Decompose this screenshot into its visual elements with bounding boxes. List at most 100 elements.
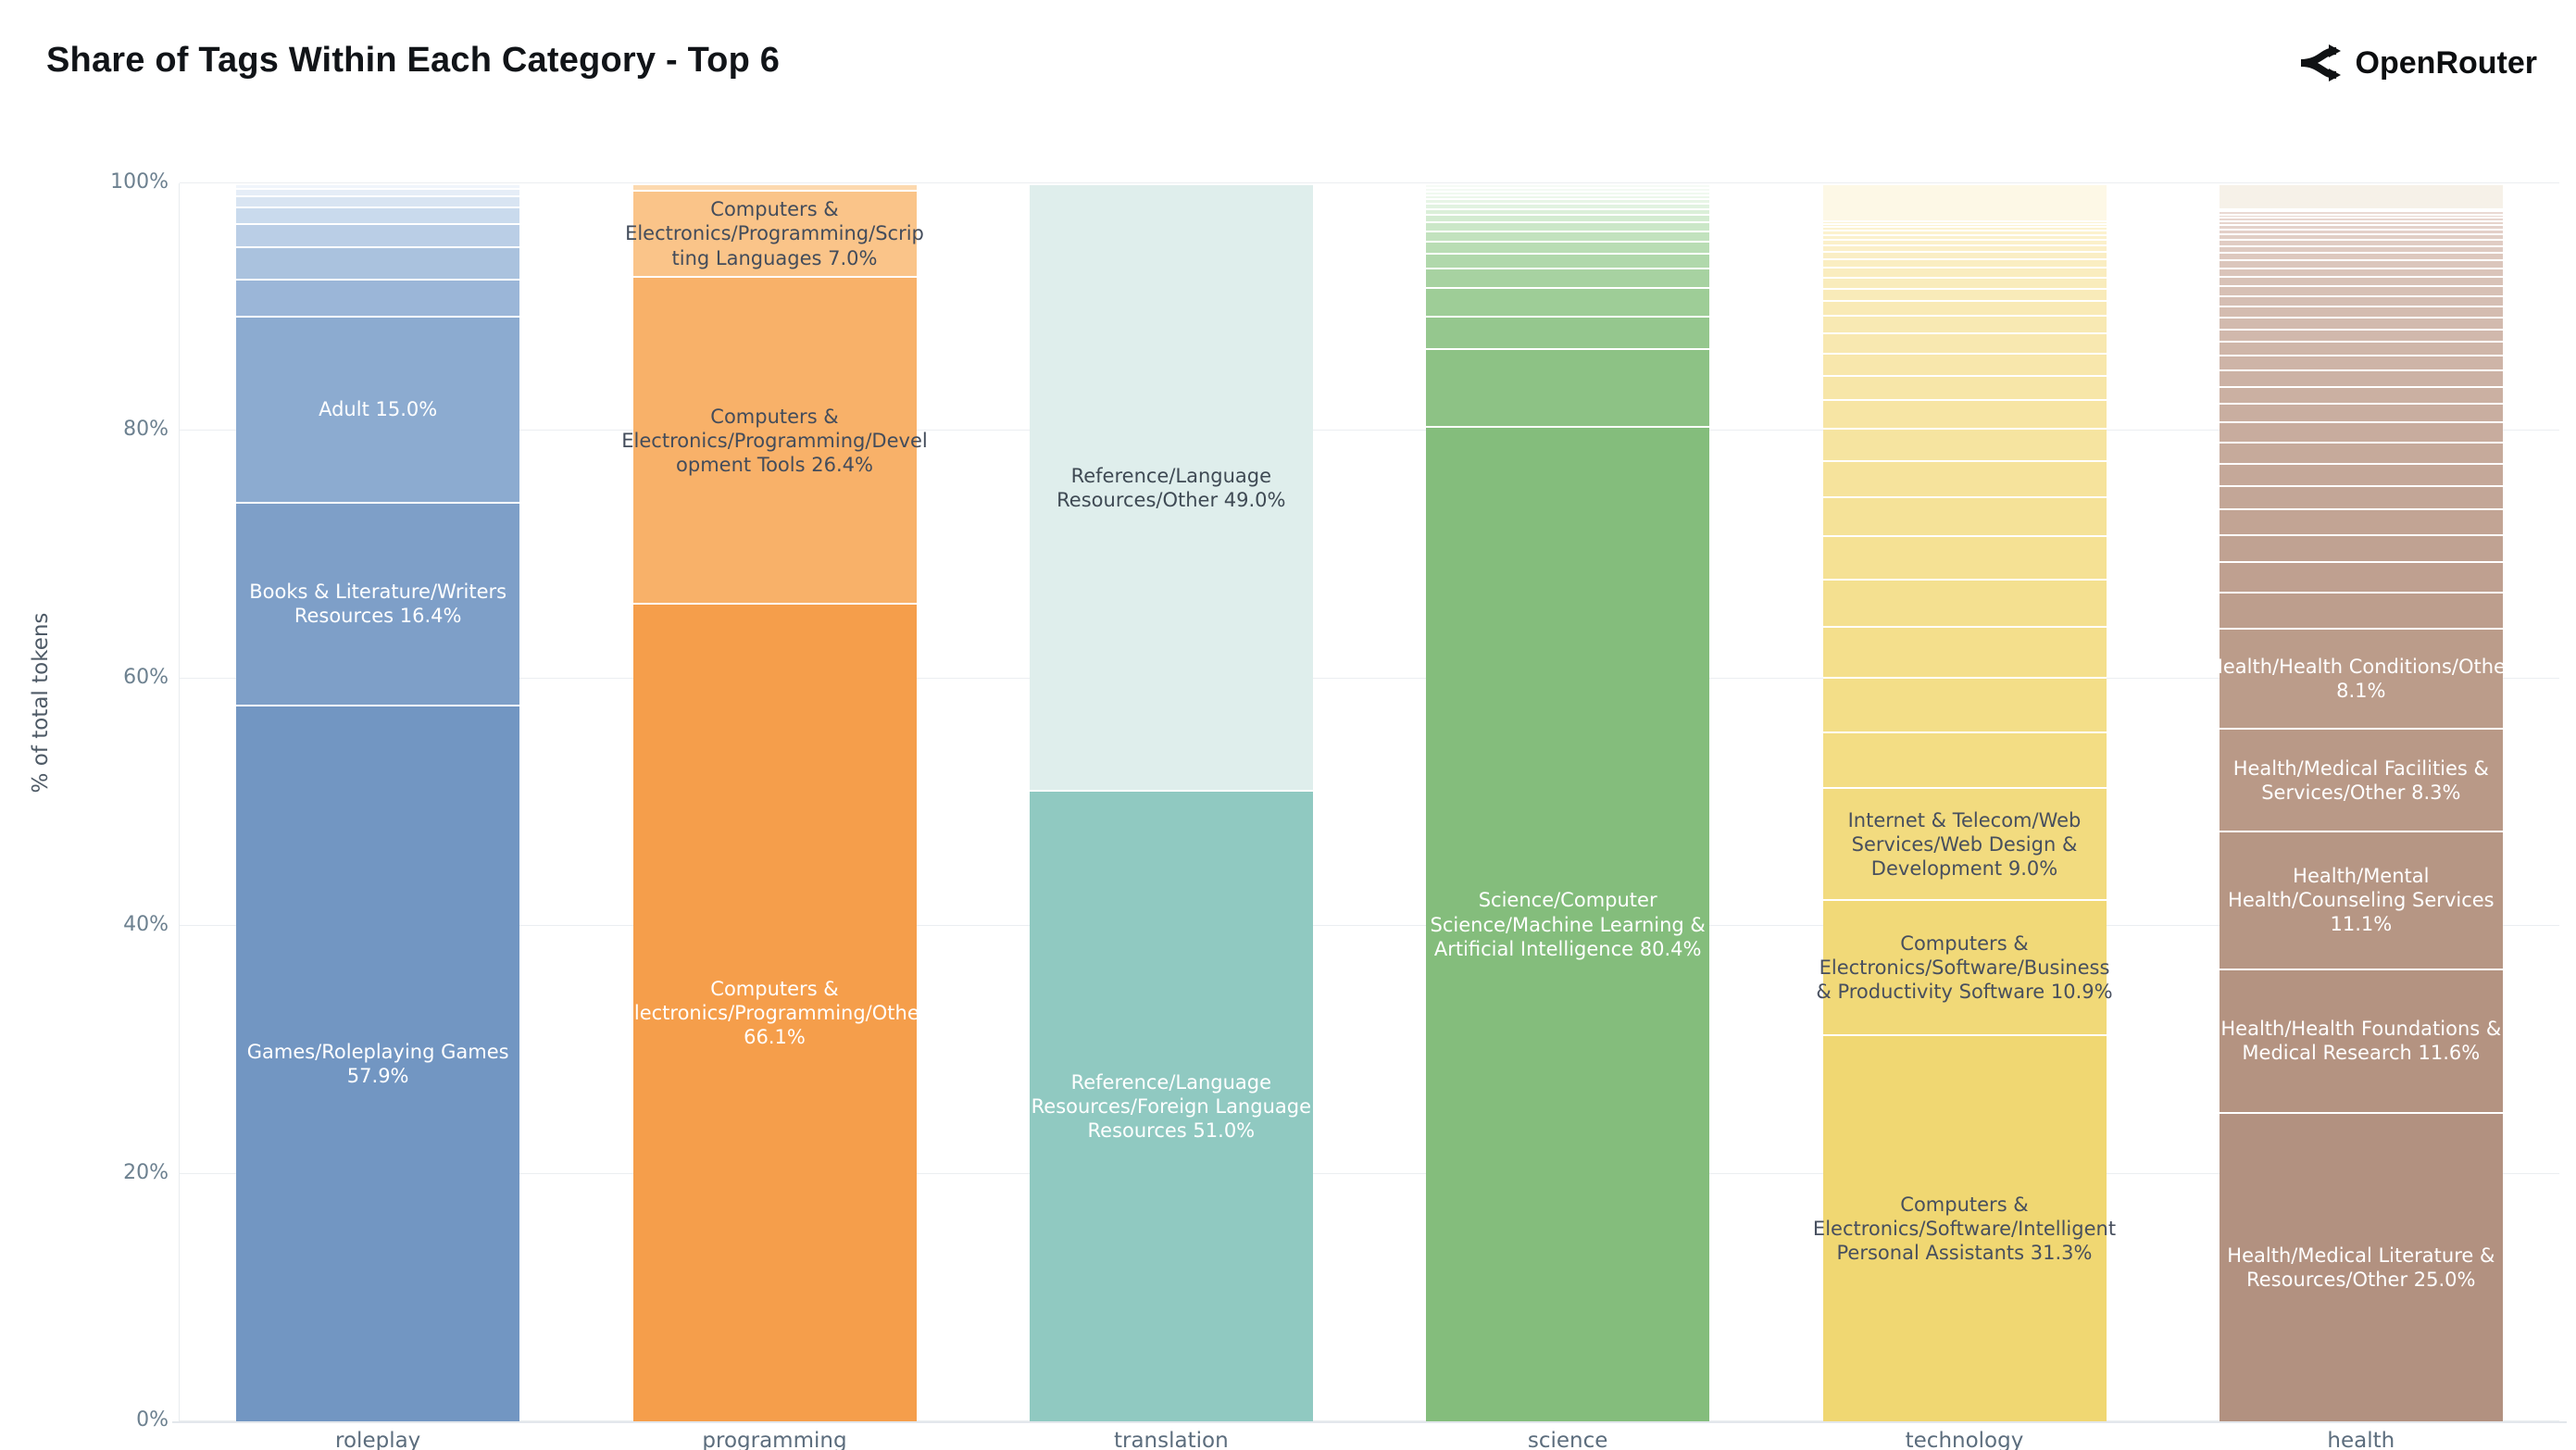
bar-segment[interactable] xyxy=(1426,187,1710,192)
bar-segment[interactable] xyxy=(236,195,520,207)
bar-segment[interactable] xyxy=(2219,484,2503,508)
bar-segment[interactable] xyxy=(1822,625,2107,677)
bar-segment[interactable] xyxy=(1822,230,2107,234)
bar-segment[interactable] xyxy=(2219,385,2503,404)
bar-segment[interactable] xyxy=(1426,207,1710,215)
bar-segment[interactable] xyxy=(1426,230,1710,241)
bar-segment[interactable] xyxy=(2219,233,2503,240)
bar-segment[interactable] xyxy=(1426,191,1710,195)
bar-segment[interactable] xyxy=(2219,306,2503,318)
bar-segment[interactable] xyxy=(1822,220,2107,223)
bar-segment[interactable] xyxy=(1822,233,2107,240)
bar-segment[interactable] xyxy=(2219,183,2503,208)
bar-segment[interactable] xyxy=(2219,421,2503,442)
bar-segment[interactable] xyxy=(1822,352,2107,375)
bar-segment[interactable] xyxy=(1822,267,2107,277)
bar-segment[interactable] xyxy=(1426,183,1710,188)
bar-segment[interactable] xyxy=(2219,224,2503,229)
bar-segment[interactable] xyxy=(2219,244,2503,253)
bar-segment[interactable] xyxy=(1822,183,2107,221)
bar-segment[interactable] xyxy=(1426,347,1710,427)
bar-segment[interactable]: Internet & Telecom/Web Services/Web Desi… xyxy=(1822,787,2107,899)
bar-segment[interactable] xyxy=(1822,222,2107,227)
bar-segment[interactable] xyxy=(1426,252,1710,268)
bar-segment[interactable] xyxy=(2219,220,2503,225)
bar-segment[interactable] xyxy=(2219,210,2503,214)
bar-segment[interactable] xyxy=(1822,257,2107,268)
bar-segment[interactable] xyxy=(2219,239,2503,245)
bar-segment[interactable] xyxy=(632,183,917,190)
bar-segment[interactable] xyxy=(236,183,520,189)
bar-segment[interactable] xyxy=(2219,259,2503,268)
bar-segment[interactable]: Health/Medical Facilities & Services/Oth… xyxy=(2219,728,2503,831)
bar-segment[interactable]: Computers & Electronics/Programming/Deve… xyxy=(621,276,928,604)
bar-segment[interactable] xyxy=(1426,316,1710,348)
bar-segment[interactable] xyxy=(2219,329,2503,342)
bar-segment[interactable] xyxy=(1822,315,2107,333)
bar-segment[interactable]: Health/Health Foundations & Medical Rese… xyxy=(2219,968,2503,1112)
bar-segment[interactable] xyxy=(2219,295,2503,306)
bar-segment[interactable]: Reference/Language Resources/Other 49.0% xyxy=(1029,183,1313,791)
bar-segment[interactable]: Computers & Electronics/Programming/Othe… xyxy=(622,603,927,1421)
bar-segment[interactable] xyxy=(1426,203,1710,208)
bar-segment[interactable] xyxy=(236,246,520,279)
bar-segment[interactable] xyxy=(2219,591,2503,628)
bar-segment[interactable] xyxy=(2219,317,2503,330)
bar-segment[interactable] xyxy=(1822,459,2107,496)
bar-segment[interactable] xyxy=(1822,374,2107,400)
bar-segment[interactable] xyxy=(1822,276,2107,288)
bar-segment[interactable] xyxy=(2219,213,2503,218)
bar-segment[interactable] xyxy=(2219,228,2503,234)
bar-segment[interactable] xyxy=(1822,535,2107,580)
bar-segment[interactable]: Games/Roleplaying Games 57.9% xyxy=(236,704,520,1421)
bar-segment[interactable]: Computers & Electronics/Software/Intelli… xyxy=(1813,1033,2116,1421)
bar-segment[interactable] xyxy=(2219,341,2503,356)
bar-segment[interactable] xyxy=(2219,462,2503,485)
bar-segment[interactable]: Science/Computer Science/Machine Learnin… xyxy=(1426,426,1710,1421)
bar-segment[interactable] xyxy=(1822,731,2107,788)
bar-segment[interactable]: Computers & Electronics/Programming/Scri… xyxy=(625,189,924,277)
bar-segment[interactable] xyxy=(1822,226,2107,231)
bar-segment[interactable]: Books & Literature/Writers Resources 16.… xyxy=(236,501,520,705)
bar-segment[interactable] xyxy=(1426,221,1710,231)
bar-segment[interactable] xyxy=(1822,332,2107,353)
bar-segment[interactable] xyxy=(2219,534,2503,562)
bar-segment[interactable] xyxy=(236,188,520,196)
bar-segment[interactable] xyxy=(1822,579,2107,626)
bar-segment[interactable]: Computers & Electronics/Software/Busines… xyxy=(1816,898,2113,1034)
bar-segment[interactable] xyxy=(1426,287,1710,317)
bar-segment[interactable]: Health/Medical Literature & Resources/Ot… xyxy=(2219,1111,2503,1421)
bar-segment[interactable]: Reference/Language Resources/Foreign Lan… xyxy=(1029,790,1313,1421)
bar-segment[interactable] xyxy=(1822,428,2107,460)
bar-segment[interactable] xyxy=(1822,288,2107,301)
bar-segment[interactable] xyxy=(236,278,520,317)
bar-segment[interactable]: Health/Health Conditions/Other 8.1% xyxy=(2208,627,2514,729)
bar-segment[interactable]: Adult 15.0% xyxy=(236,316,520,502)
bar-segment[interactable] xyxy=(2219,217,2503,221)
bar-segment[interactable] xyxy=(236,206,520,223)
bar-segment[interactable] xyxy=(2219,285,2503,295)
bar-segment[interactable] xyxy=(1822,399,2107,429)
bar-segment[interactable] xyxy=(1822,244,2107,251)
bar-segment[interactable] xyxy=(1426,240,1710,253)
bar-segment[interactable] xyxy=(2219,507,2503,535)
bar-segment[interactable] xyxy=(1426,194,1710,199)
bar-segment[interactable] xyxy=(2219,267,2503,277)
bar-segment[interactable] xyxy=(1426,214,1710,222)
bar-segment[interactable] xyxy=(2219,355,2503,370)
bar-segment[interactable] xyxy=(1822,250,2107,258)
bar-segment[interactable]: Health/Mental Health/Counseling Services… xyxy=(2219,831,2503,969)
bar-segment[interactable] xyxy=(2219,403,2503,422)
bar-segment[interactable] xyxy=(2219,369,2503,386)
bar-segment[interactable] xyxy=(2219,252,2503,260)
bar-segment[interactable] xyxy=(1426,267,1710,288)
bar-segment[interactable] xyxy=(1822,495,2107,536)
bar-segment[interactable] xyxy=(2219,561,2503,592)
bar-segment[interactable] xyxy=(2219,207,2503,211)
bar-segment[interactable] xyxy=(1822,676,2107,731)
bar-segment[interactable] xyxy=(236,222,520,247)
bar-segment[interactable] xyxy=(1822,239,2107,245)
bar-segment[interactable] xyxy=(1426,198,1710,204)
bar-segment[interactable] xyxy=(2219,441,2503,463)
bar-segment[interactable] xyxy=(1822,300,2107,316)
